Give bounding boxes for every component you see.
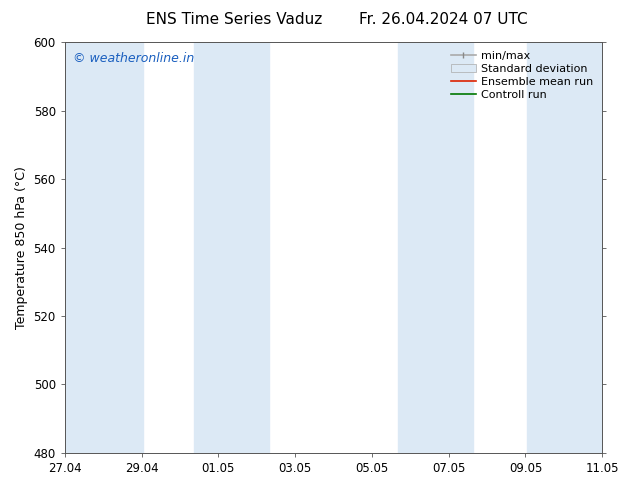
Text: Fr. 26.04.2024 07 UTC: Fr. 26.04.2024 07 UTC — [359, 12, 528, 27]
Bar — [65, 42, 143, 453]
Bar — [194, 42, 269, 453]
Bar — [527, 42, 602, 453]
Legend: min/max, Standard deviation, Ensemble mean run, Controll run: min/max, Standard deviation, Ensemble me… — [448, 48, 597, 103]
Y-axis label: Temperature 850 hPa (°C): Temperature 850 hPa (°C) — [15, 166, 28, 329]
Bar — [398, 42, 473, 453]
Text: © weatheronline.in: © weatheronline.in — [73, 52, 194, 65]
Text: ENS Time Series Vaduz: ENS Time Series Vaduz — [146, 12, 323, 27]
